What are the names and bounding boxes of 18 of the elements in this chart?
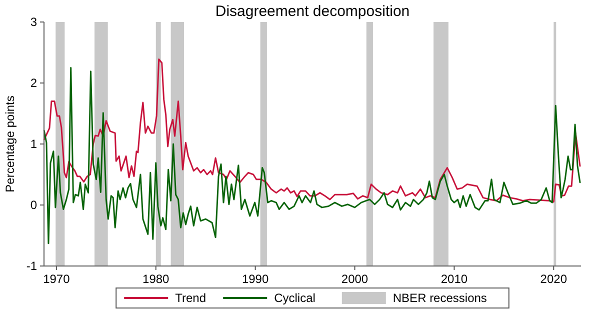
x-tick-label: 2020: [540, 272, 568, 286]
y-tick-label: 2: [30, 76, 38, 90]
legend-label: Cyclical: [274, 291, 316, 306]
y-tick-label: 1: [30, 137, 38, 152]
y-tick-label: -1: [26, 259, 38, 274]
chart-title: Disagreement decomposition: [215, 3, 410, 20]
x-tick-label: 2000: [341, 272, 368, 286]
x-tick-label: 1990: [242, 272, 269, 286]
x-tick-label: 1980: [142, 272, 170, 286]
x-tick-label: 1970: [43, 272, 70, 286]
legend-label: Trend: [175, 291, 206, 306]
x-tick-label: 2010: [440, 272, 468, 286]
line-series: [43, 58, 581, 203]
legend-label: NBER recessions: [392, 291, 487, 306]
y-axis-title: Percentage points: [3, 96, 17, 192]
y-tick-label: 0: [30, 198, 38, 212]
line-series: [43, 67, 581, 244]
y-tick-label: 3: [30, 15, 38, 30]
